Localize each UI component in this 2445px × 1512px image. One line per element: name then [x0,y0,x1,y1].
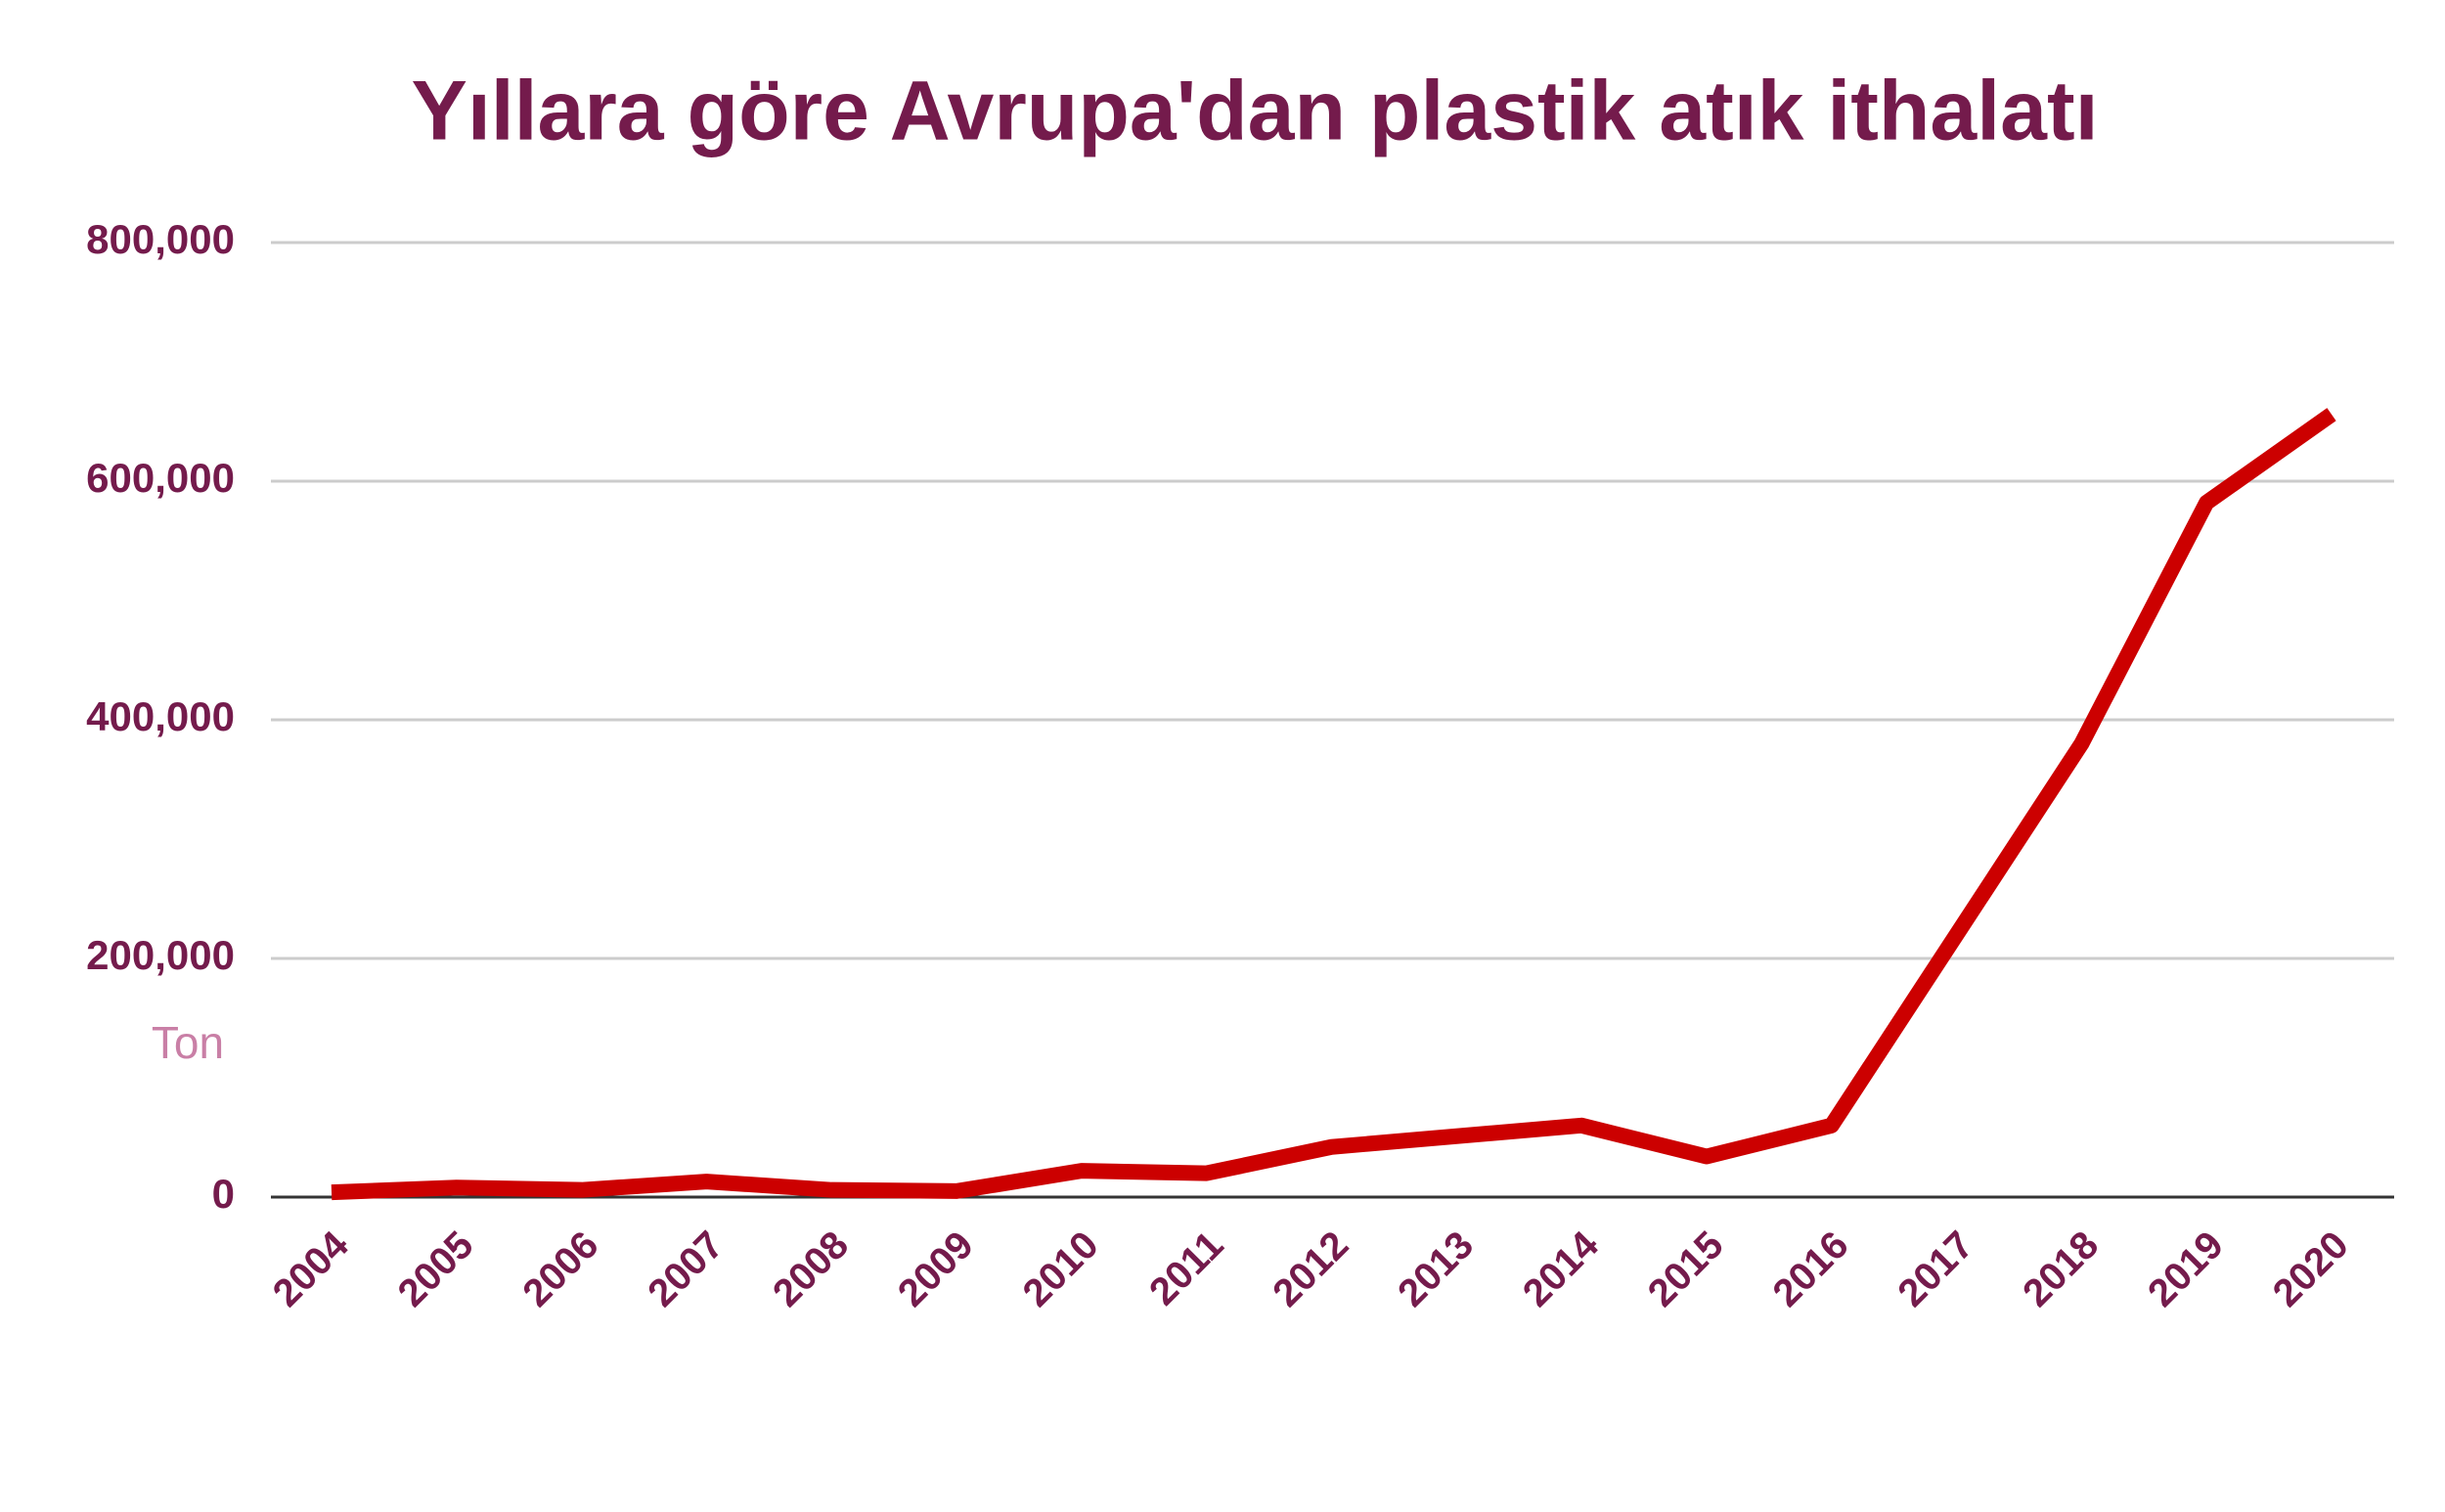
x-tick-label: 2017 [1889,1223,1981,1315]
x-tick-label: 2016 [1765,1223,1857,1315]
y-tick-label: 800,000 [86,216,235,262]
x-tick-label: 2013 [1390,1223,1482,1315]
y-tick-label: 600,000 [86,455,235,501]
y-tick-label: 200,000 [86,932,235,978]
x-tick-label: 2020 [2265,1223,2357,1315]
x-tick-label: 2011 [1141,1223,1231,1313]
x-tick-label: 2015 [1640,1223,1732,1315]
x-tick-label: 2019 [2140,1223,2232,1315]
x-tick-label: 2014 [1515,1223,1608,1315]
x-tick-label: 2012 [1265,1223,1356,1315]
x-tick-label: 2010 [1015,1223,1107,1315]
x-tick-label: 2018 [2015,1223,2107,1315]
y-tick-label: 0 [212,1171,235,1217]
x-tick-label: 2009 [890,1223,982,1315]
x-tick-label: 2004 [265,1223,358,1315]
data-line [331,408,2336,1201]
x-tick-label: 2007 [640,1223,732,1315]
y-tick-label: 400,000 [86,693,235,739]
y-axis-label: Ton [152,1017,224,1068]
x-tick-label: 2005 [390,1223,482,1315]
x-tick-label: 2006 [514,1223,606,1315]
chart-title: Yıllara göre Avrupa'dan plastik atık ith… [411,65,2098,158]
x-tick-label: 2008 [765,1223,857,1315]
